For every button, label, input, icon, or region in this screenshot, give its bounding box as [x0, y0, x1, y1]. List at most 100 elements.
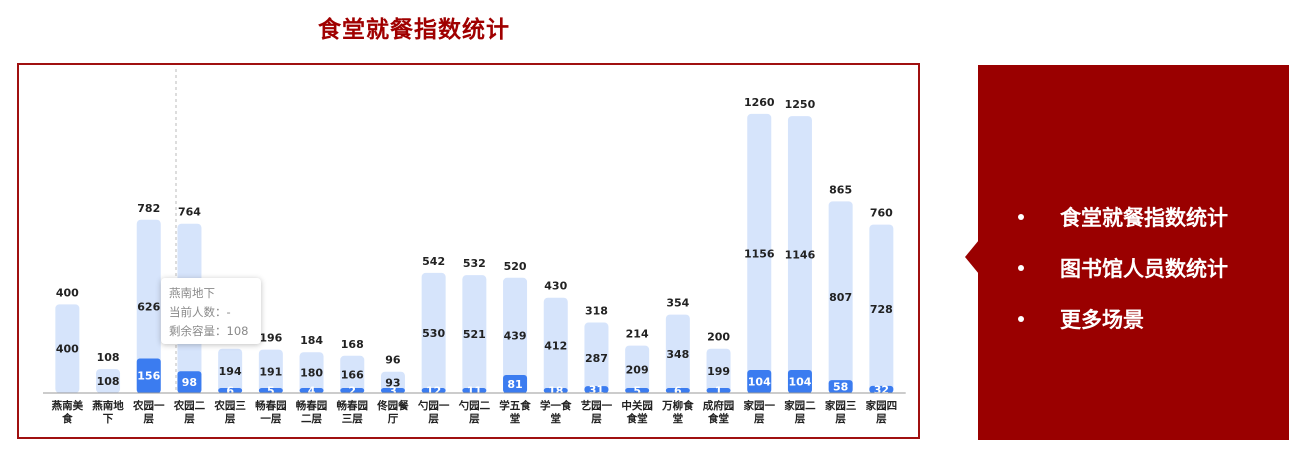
current-value-label: 2 [348, 385, 356, 398]
capacity-bar [584, 322, 609, 393]
total-value-label: 354 [666, 297, 689, 310]
total-value-label: 764 [178, 206, 201, 219]
remaining-value-label: 348 [666, 348, 689, 361]
category-label: 畅春园 [255, 399, 287, 412]
category-label: 层 [428, 413, 439, 425]
current-value-label: 5 [267, 385, 275, 398]
total-value-label: 865 [829, 183, 852, 196]
bullet-icon [1018, 264, 1024, 271]
remaining-value-label: 626 [137, 300, 160, 313]
capacity-bar [340, 355, 365, 393]
remaining-value-label: 521 [463, 328, 486, 341]
remaining-value-label: 93 [385, 376, 400, 389]
current-value-label: 104 [748, 375, 771, 388]
category-label: 层 [835, 413, 846, 425]
capacity-bar [136, 219, 161, 393]
capacity-bar [380, 371, 405, 393]
scenario-list: 食堂就餐指数统计 图书馆人员数统计 更多场景 [1018, 191, 1228, 344]
capacity-bar [543, 297, 568, 393]
category-label: 家园一 [744, 399, 776, 412]
current-bar [177, 371, 202, 393]
capacity-bar [747, 113, 772, 393]
category-label: 勺园二 [459, 399, 491, 412]
capacity-bar [625, 345, 650, 393]
capacity-bar [258, 349, 283, 393]
category-label: 食堂 [707, 412, 729, 425]
current-value-label: 6 [674, 385, 682, 398]
category-label: 层 [876, 413, 887, 425]
total-value-label: 96 [385, 354, 401, 367]
current-bar [340, 388, 365, 393]
category-label: 堂 [510, 412, 521, 425]
remaining-value-label: 412 [544, 339, 567, 352]
bullet-icon [1018, 315, 1024, 322]
remaining-value-label: 108 [97, 375, 120, 388]
current-value-label: 81 [507, 378, 522, 391]
category-label: 一层 [260, 413, 281, 425]
remaining-value-label: 1156 [744, 247, 775, 260]
remaining-value-label: 180 [300, 367, 323, 380]
category-label: 二层 [301, 413, 322, 425]
current-bar [869, 385, 894, 393]
category-label: 层 [591, 413, 602, 425]
current-value-label: 31 [589, 384, 604, 397]
total-value-label: 1260 [744, 96, 775, 109]
remaining-value-label: 530 [422, 327, 445, 340]
total-value-label: 782 [137, 202, 160, 215]
category-label: 层 [754, 413, 765, 425]
capacity-bar [55, 304, 80, 393]
category-label: 层 [795, 413, 806, 425]
current-value-label: 18 [548, 385, 563, 398]
category-label: 勺园一 [418, 399, 450, 412]
total-value-label: 184 [300, 334, 323, 347]
current-bar [787, 369, 812, 393]
page-title: 食堂就餐指数统计 [318, 17, 510, 43]
current-bar [584, 386, 609, 393]
scenario-item-canteen[interactable]: 食堂就餐指数统计 [1018, 191, 1228, 242]
current-value-label: 12 [426, 385, 441, 398]
current-value-label: 5 [633, 385, 641, 398]
capacity-bar [869, 224, 894, 393]
category-label: 成府园 [703, 399, 735, 412]
category-label: 佟园餐 [376, 399, 409, 412]
category-label: 燕南美 [52, 399, 84, 412]
remaining-value-label: 194 [219, 365, 242, 378]
scenario-panel: 食堂就餐指数统计 图书馆人员数统计 更多场景 [978, 65, 1289, 440]
current-bar [625, 388, 650, 393]
current-bar [828, 380, 853, 393]
current-bar [136, 358, 161, 393]
current-value-label: 1 [715, 385, 723, 398]
capacity-bar [503, 277, 528, 393]
chart-tooltip: 燕南地下 当前人数：- 剩余容量：108 [161, 278, 261, 344]
remaining-value-label: 209 [626, 363, 649, 376]
category-label: 层 [144, 413, 155, 425]
current-bar [665, 388, 690, 393]
total-value-label: 532 [463, 257, 486, 270]
category-label: 万柳食 [661, 399, 694, 412]
tooltip-remaining-capacity: 剩余容量：108 [169, 324, 249, 338]
scenario-item-library[interactable]: 图书馆人员数统计 [1018, 242, 1228, 293]
tooltip-name: 燕南地下 [169, 286, 215, 300]
remaining-value-label: 199 [707, 365, 730, 378]
remaining-value-label: 166 [341, 368, 364, 381]
category-label: 农园三 [213, 399, 246, 412]
tooltip-current-count: 当前人数：- [169, 305, 231, 319]
total-value-label: 430 [544, 280, 567, 293]
total-value-label: 214 [626, 328, 649, 341]
total-value-label: 318 [585, 305, 608, 318]
current-bar [706, 388, 731, 393]
total-value-label: 108 [97, 351, 120, 364]
bar-chart: 400400燕南美食108108燕南地下156626782农园一层9866676… [43, 69, 906, 425]
scenario-item-more[interactable]: 更多场景 [1018, 293, 1228, 344]
total-value-label: 542 [422, 255, 445, 268]
category-label: 厅 [388, 413, 399, 425]
remaining-value-label: 728 [870, 303, 893, 316]
capacity-bar [665, 314, 690, 393]
chart-frame: 400400燕南美食108108燕南地下156626782农园一层9866676… [17, 63, 920, 439]
current-bar [380, 388, 405, 393]
remaining-value-label: 287 [585, 352, 608, 365]
capacity-bar [706, 348, 731, 393]
category-label: 农园二 [173, 399, 206, 412]
category-label: 食 [61, 412, 73, 425]
remaining-value-label: 191 [259, 365, 282, 378]
